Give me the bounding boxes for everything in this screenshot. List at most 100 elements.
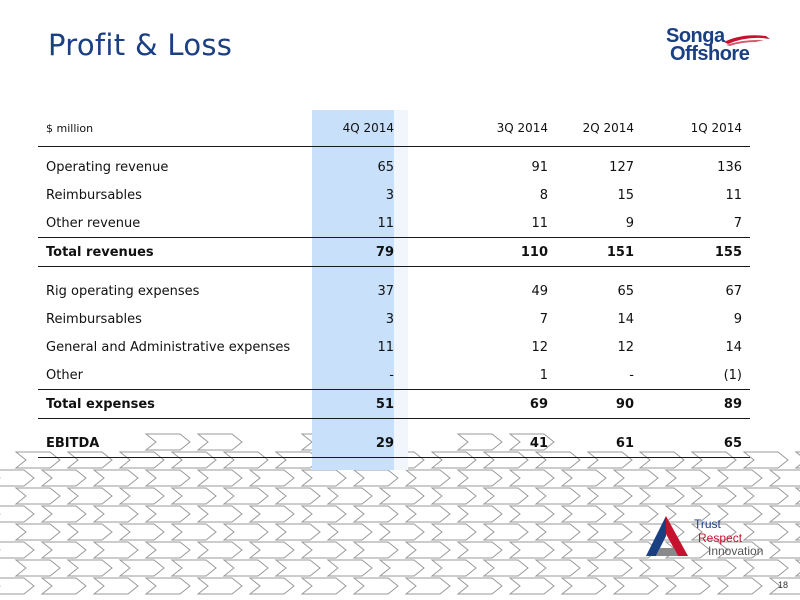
- chevron-arrow-icon: [717, 469, 763, 487]
- chevron-arrow-icon: [327, 559, 373, 577]
- chevron-arrow-icon: [41, 577, 87, 595]
- chevron-arrow-icon: [379, 487, 425, 505]
- chevron-arrow-icon: [67, 487, 113, 505]
- chevron-arrow-icon: [145, 505, 191, 523]
- chevron-arrow-icon: [93, 541, 139, 559]
- chevron-arrow-icon: [405, 505, 451, 523]
- table-row-general-admin-expenses: General and Administrative expenses 11 1…: [46, 339, 742, 355]
- chevron-arrow-icon: [15, 523, 61, 541]
- chevron-arrow-icon: [327, 523, 373, 541]
- chevron-arrow-icon: [431, 523, 477, 541]
- chevron-arrow-icon: [795, 451, 800, 469]
- chevron-arrow-icon: [405, 469, 451, 487]
- chevron-arrow-icon: [405, 577, 451, 595]
- chevron-arrow-icon: [41, 469, 87, 487]
- chevron-arrow-icon: [249, 505, 295, 523]
- chevron-arrow-icon: [223, 523, 269, 541]
- chevron-arrow-icon: [561, 541, 607, 559]
- table-row-rig-operating-expenses: Rig operating expenses 37 49 65 67: [46, 283, 742, 299]
- chevron-arrow-icon: [483, 523, 529, 541]
- chevron-arrow-icon: [535, 523, 581, 541]
- chevron-arrow-icon: [535, 487, 581, 505]
- table-row-total-expenses: Total expenses 51 69 90 89: [38, 389, 750, 419]
- chevron-arrow-icon: [67, 559, 113, 577]
- chevron-arrow-icon: [431, 487, 477, 505]
- chevron-arrow-icon: [301, 577, 347, 595]
- profit-loss-table-container: $ million 4Q 2014 3Q 2014 2Q 2014 1Q 201…: [38, 110, 750, 470]
- trust-respect-innovation-logo: Trust Respect Innovation: [644, 514, 784, 560]
- chevron-arrow-icon: [0, 577, 35, 595]
- chevron-arrow-icon: [353, 577, 399, 595]
- chevron-arrow-icon: [561, 469, 607, 487]
- chevron-arrow-icon: [145, 469, 191, 487]
- chevron-arrow-icon: [743, 487, 789, 505]
- chevron-arrow-icon: [327, 487, 373, 505]
- chevron-arrow-icon: [795, 523, 800, 541]
- chevron-arrow-icon: [509, 541, 555, 559]
- chevron-arrow-icon: [93, 577, 139, 595]
- chevron-arrow-icon: [41, 541, 87, 559]
- chevron-arrow-icon: [483, 559, 529, 577]
- table-row-other-revenue: Other revenue 11 11 9 7: [38, 209, 750, 238]
- chevron-arrow-icon: [691, 559, 737, 577]
- chevron-arrow-icon: [171, 523, 217, 541]
- chevron-arrow-icon: [119, 559, 165, 577]
- chevron-arrow-icon: [457, 505, 503, 523]
- chevron-arrow-icon: [275, 559, 321, 577]
- chevron-arrow-icon: [171, 559, 217, 577]
- chevron-arrow-icon: [561, 577, 607, 595]
- chevron-arrow-icon: [509, 577, 555, 595]
- chevron-arrow-icon: [587, 523, 633, 541]
- chevron-arrow-icon: [301, 541, 347, 559]
- chevron-arrow-icon: [613, 577, 659, 595]
- chevron-arrow-icon: [171, 487, 217, 505]
- chevron-arrow-icon: [431, 559, 477, 577]
- chevron-arrow-icon: [795, 559, 800, 577]
- chevron-arrow-icon: [223, 487, 269, 505]
- chevron-arrow-icon: [509, 505, 555, 523]
- chevron-arrow-icon: [197, 505, 243, 523]
- chevron-arrow-icon: [301, 505, 347, 523]
- column-header-2q-2014: 2Q 2014: [548, 110, 634, 147]
- chevron-arrow-icon: [15, 487, 61, 505]
- profit-loss-table: $ million 4Q 2014 3Q 2014 2Q 2014 1Q 201…: [38, 110, 750, 458]
- table-row-reimbursables-revenue: Reimbursables 3 8 15 11: [46, 187, 742, 203]
- chevron-arrow-icon: [119, 487, 165, 505]
- chevron-arrow-icon: [145, 577, 191, 595]
- tagline-respect: Respect: [698, 531, 743, 545]
- chevron-arrow-icon: [197, 577, 243, 595]
- chevron-arrow-icon: [119, 523, 165, 541]
- chevron-arrow-icon: [93, 469, 139, 487]
- chevron-arrow-icon: [353, 469, 399, 487]
- triangle-logo-icon: [646, 516, 688, 556]
- tagline-innovation: Innovation: [708, 544, 764, 558]
- chevron-arrow-icon: [353, 505, 399, 523]
- table-row-operating-revenue: Operating revenue 65 91 127 136: [46, 159, 742, 175]
- chevron-arrow-icon: [665, 469, 711, 487]
- chevron-arrow-icon: [41, 505, 87, 523]
- chevron-arrow-icon: [197, 541, 243, 559]
- chevron-arrow-icon: [457, 577, 503, 595]
- chevron-arrow-icon: [665, 577, 711, 595]
- chevron-arrow-icon: [743, 451, 789, 469]
- chevron-arrow-icon: [535, 559, 581, 577]
- column-header-3q-2014: 3Q 2014: [398, 110, 548, 147]
- chevron-arrow-icon: [249, 577, 295, 595]
- slide-number: 18: [778, 580, 789, 590]
- chevron-arrow-icon: [0, 469, 35, 487]
- chevron-arrow-icon: [15, 559, 61, 577]
- chevron-arrow-icon: [613, 469, 659, 487]
- chevron-arrow-icon: [93, 505, 139, 523]
- slide-title: Profit & Loss: [48, 28, 233, 62]
- chevron-arrow-icon: [275, 487, 321, 505]
- logo-swoosh-icon: [724, 35, 770, 46]
- chevron-arrow-icon: [249, 541, 295, 559]
- column-header-1q-2014: 1Q 2014: [634, 110, 750, 147]
- chevron-arrow-icon: [379, 559, 425, 577]
- table-row-ebitda: EBITDA 29 41 61 65: [38, 429, 750, 458]
- column-header-4q-2014: 4Q 2014: [312, 110, 398, 147]
- chevron-arrow-icon: [145, 541, 191, 559]
- table-row-total-revenues: Total revenues 79 110 151 155: [46, 244, 742, 260]
- chevron-arrow-icon: [717, 577, 763, 595]
- chevron-arrow-icon: [405, 541, 451, 559]
